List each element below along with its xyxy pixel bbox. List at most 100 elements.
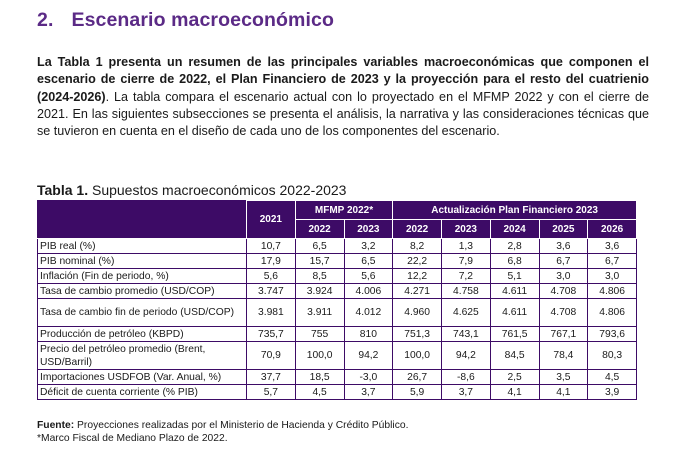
table-cell: 15,7 bbox=[294, 253, 345, 269]
table-cell: 18,5 bbox=[294, 369, 345, 385]
section-heading: 2. Escenario macroeconómico bbox=[37, 9, 334, 32]
macro-assumptions-table: 2021 MFMP 2022* Actualización Plan Finan… bbox=[37, 200, 637, 400]
table-cell: 4.012 bbox=[343, 298, 394, 327]
table-cell: 5,9 bbox=[392, 384, 442, 400]
intro-body-text: . La tabla compara el escenario actual c… bbox=[37, 89, 649, 139]
table-cell: 26,7 bbox=[392, 369, 442, 385]
table-cell: 84,5 bbox=[489, 341, 540, 370]
table-cell: 100,0 bbox=[294, 341, 345, 370]
table-cell: 80,3 bbox=[587, 341, 637, 370]
table-caption-label: Tabla 1. bbox=[37, 182, 89, 198]
table-cell: 5,1 bbox=[489, 268, 540, 284]
table-year-header: 2024 bbox=[489, 219, 540, 239]
table-cell: 12,2 bbox=[392, 268, 442, 284]
table-row: Importaciones USDFOB (Var. Anual, %) 37,7… bbox=[37, 369, 637, 385]
table-cell: 3,6 bbox=[587, 238, 637, 254]
table-cell: 3.747 bbox=[246, 283, 296, 299]
table-cell: 4.960 bbox=[392, 298, 442, 327]
table-cell: 8,2 bbox=[392, 238, 442, 254]
table-cell: 1,3 bbox=[441, 238, 491, 254]
table-cell: 70,9 bbox=[246, 341, 296, 370]
table-year-header: 2023 bbox=[343, 219, 394, 239]
table-cell: 4.006 bbox=[343, 283, 394, 299]
table-cell: 5,7 bbox=[246, 384, 296, 400]
table-cell: 3.981 bbox=[246, 298, 296, 327]
table-cell: 3,7 bbox=[441, 384, 491, 400]
table-cell: 94,2 bbox=[343, 341, 394, 370]
table-cell: 6,7 bbox=[538, 253, 589, 269]
section-number: 2. bbox=[37, 9, 54, 31]
table-cell: 4,1 bbox=[538, 384, 589, 400]
row-label: Tasa de cambio promedio (USD/COP) bbox=[37, 283, 247, 299]
table-cell: 761,5 bbox=[489, 326, 540, 342]
row-label: PIB nominal (%) bbox=[37, 253, 247, 269]
table-header-plan: Actualización Plan Financiero 2023 bbox=[392, 200, 637, 220]
table-cell: 7,9 bbox=[441, 253, 491, 269]
table-cell: 4.271 bbox=[392, 283, 442, 299]
table-cell: -8,6 bbox=[441, 369, 491, 385]
row-label: PIB real (%) bbox=[37, 238, 247, 254]
table-cell: 10,7 bbox=[246, 238, 296, 254]
table-cell: 3.911 bbox=[294, 298, 345, 327]
table-cell: 751,3 bbox=[392, 326, 442, 342]
row-label: Déficit de cuenta corriente (% PIB) bbox=[37, 384, 247, 400]
table-cell: 3,7 bbox=[343, 384, 394, 400]
table-cell: 3,9 bbox=[587, 384, 637, 400]
table-caption: Tabla 1. Supuestos macroeconómicos 2022-… bbox=[37, 182, 346, 198]
row-label: Importaciones USDFOB (Var. Anual, %) bbox=[37, 369, 247, 385]
table-cell: 6,5 bbox=[294, 238, 345, 254]
table-caption-text: Supuestos macroeconómicos 2022-2023 bbox=[88, 182, 347, 198]
table-row: PIB nominal (%) 17,9 15,7 6,5 22,2 7,9 6,8 6,7 6… bbox=[37, 253, 637, 269]
row-label: Producción de petróleo (KBPD) bbox=[37, 326, 247, 342]
table-row: Inflación (Fin de periodo, %) 5,6 8,5 5,6 12… bbox=[37, 268, 637, 284]
table-cell: 3,2 bbox=[343, 238, 394, 254]
table-year-header: 2026 bbox=[587, 219, 637, 239]
table-year-header: 2025 bbox=[538, 219, 589, 239]
source-text: Proyecciones realizadas por el Ministeri… bbox=[74, 420, 409, 431]
table-cell: 8,5 bbox=[294, 268, 345, 284]
table-header-mfmp: MFMP 2022* bbox=[294, 200, 394, 220]
intro-paragraph: La Tabla 1 presenta un resumen de las pr… bbox=[37, 54, 649, 140]
table-cell: 3,0 bbox=[538, 268, 589, 284]
table-cell: 4,5 bbox=[294, 384, 345, 400]
table-row: Tasa de cambio fin de periodo (USD/COP) 3… bbox=[37, 298, 637, 327]
table-cell: 37,7 bbox=[246, 369, 296, 385]
table-cell: 4,1 bbox=[489, 384, 540, 400]
row-label: Tasa de cambio fin de periodo (USD/COP) bbox=[37, 298, 247, 327]
source-label: Fuente: bbox=[37, 420, 75, 431]
row-label: Precio del petróleo promedio (Brent, USD… bbox=[37, 341, 247, 370]
table-cell: 4.611 bbox=[489, 298, 540, 327]
table-cell: 755 bbox=[294, 326, 345, 342]
table-cell: 6,7 bbox=[587, 253, 637, 269]
intro-bold-text: La Tabla 1 presenta un resumen de las pr… bbox=[37, 55, 649, 104]
table-cell: 743,1 bbox=[441, 326, 491, 342]
table-cell: 94,2 bbox=[441, 341, 491, 370]
table-cell: 6,5 bbox=[343, 253, 394, 269]
table-cell: 4.611 bbox=[489, 283, 540, 299]
table-row: PIB real (%) 10,7 6,5 3,2 8,2 1,3 2,8 3,6 3,6 bbox=[37, 238, 637, 254]
table-cell: 4,5 bbox=[587, 369, 637, 385]
table-source: Fuente: Proyecciones realizadas por el M… bbox=[37, 420, 408, 445]
table-cell: 6,8 bbox=[489, 253, 540, 269]
footnote: *Marco Fiscal de Mediano Plazo de 2022. bbox=[37, 432, 228, 444]
table-cell: 3.924 bbox=[294, 283, 345, 299]
table-cell: 2,5 bbox=[489, 369, 540, 385]
table-cell: 78,4 bbox=[538, 341, 589, 370]
row-label: Inflación (Fin de periodo, %) bbox=[37, 268, 247, 284]
table-cell: 735,7 bbox=[246, 326, 296, 342]
table-cell: 3,0 bbox=[587, 268, 637, 284]
table-row: Tasa de cambio promedio (USD/COP) 3.747 3.… bbox=[37, 283, 637, 299]
table-cell: 22,2 bbox=[392, 253, 442, 269]
table-cell: 4.806 bbox=[587, 283, 637, 299]
table-body: PIB real (%) 10,7 6,5 3,2 8,2 1,3 2,8 3,6 3,6 PIB… bbox=[37, 238, 637, 400]
table-cell: 4.625 bbox=[441, 298, 491, 327]
table-cell: 2,8 bbox=[489, 238, 540, 254]
table-cell: 4.708 bbox=[538, 283, 589, 299]
table-row: Déficit de cuenta corriente (% PIB) 5,7 4,… bbox=[37, 384, 637, 400]
table-row: Precio del petróleo promedio (Brent, USD… bbox=[37, 341, 637, 370]
table-cell: 4.806 bbox=[587, 298, 637, 327]
table-cell: 3,5 bbox=[538, 369, 589, 385]
table-cell: 5,6 bbox=[343, 268, 394, 284]
table-cell: 7,2 bbox=[441, 268, 491, 284]
